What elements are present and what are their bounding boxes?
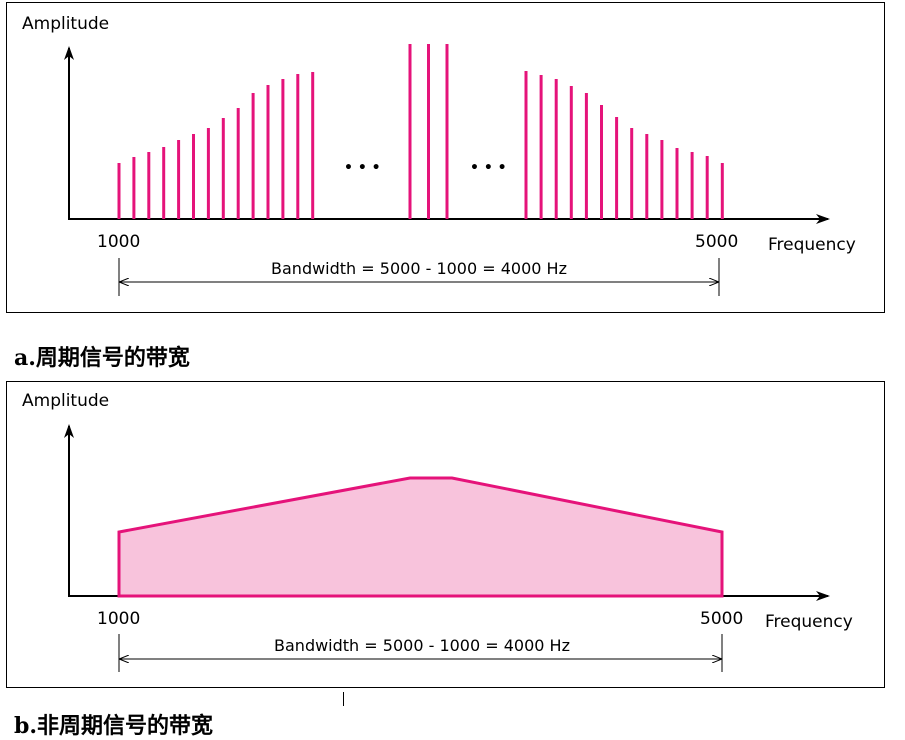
continuous-spectrum-area — [117, 476, 724, 598]
tick-label-start: 1000 — [97, 232, 140, 252]
ellipsis-right: • • • — [470, 160, 507, 176]
y-axis-label: Amplitude — [22, 391, 109, 411]
aperiodic-spectrum-panel — [6, 381, 885, 688]
caption-aperiodic: b.非周期信号的带宽 — [14, 713, 214, 739]
x-axis-label: Frequency — [768, 235, 856, 255]
tick-label-end: 5000 — [700, 609, 743, 629]
tick-label-end: 5000 — [695, 232, 738, 252]
tick-label-start: 1000 — [97, 609, 140, 629]
bandwidth-label: Bandwidth = 5000 - 1000 = 4000 Hz — [274, 636, 570, 655]
y-axis-label: Amplitude — [22, 14, 109, 34]
x-axis-label: Frequency — [765, 612, 853, 632]
ellipsis-left: • • • — [344, 160, 381, 176]
stray-mark — [343, 692, 344, 706]
caption-periodic: a.周期信号的带宽 — [14, 345, 190, 371]
panel-b-graph: Amplitude Frequency 1000 5000 Bandwidth … — [22, 391, 853, 672]
bandwidth-label: Bandwidth = 5000 - 1000 = 4000 Hz — [271, 259, 567, 278]
spectral-lines — [117, 44, 724, 219]
panel-a-graph: • • • • • • Amplitude Frequency 1000 500… — [22, 14, 856, 296]
